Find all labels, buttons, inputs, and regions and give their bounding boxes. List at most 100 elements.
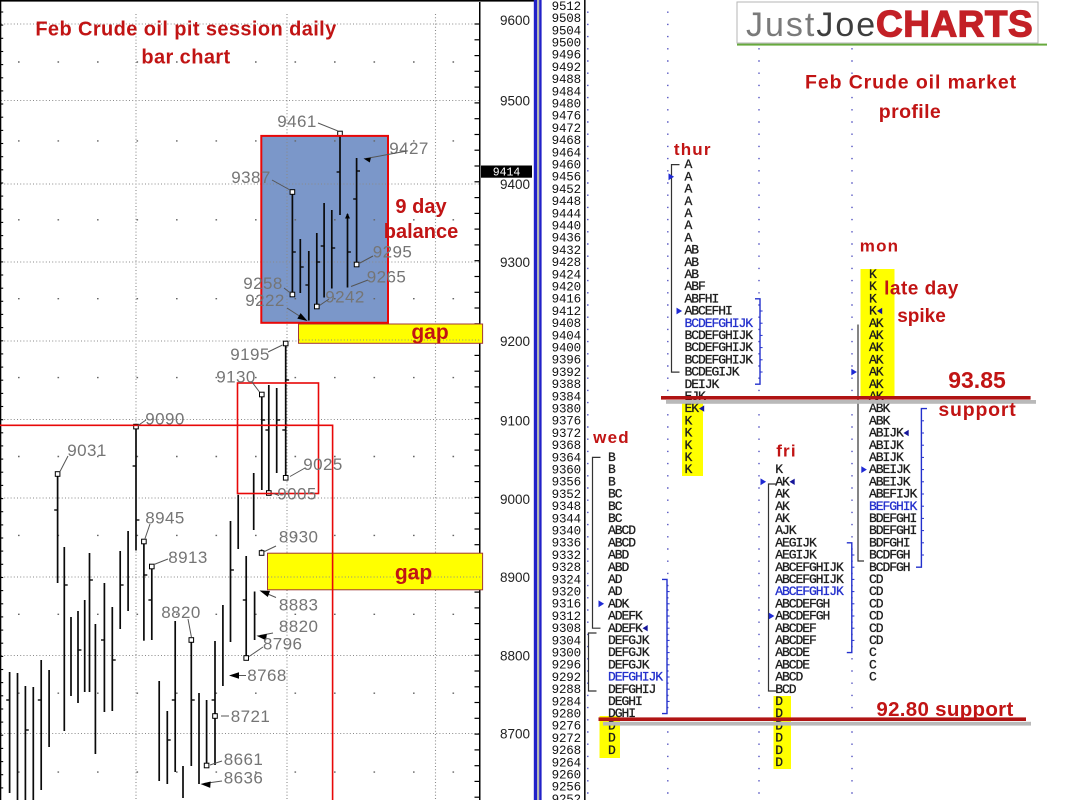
svg-text:9316: 9316 bbox=[552, 598, 581, 612]
svg-text:8800: 8800 bbox=[500, 649, 530, 664]
svg-text:9400: 9400 bbox=[552, 342, 581, 356]
svg-text:D: D bbox=[775, 731, 783, 746]
svg-text:ABCEFGHIJK: ABCEFGHIJK bbox=[775, 560, 844, 575]
svg-text:9412: 9412 bbox=[552, 305, 581, 319]
svg-text:C: C bbox=[869, 670, 877, 685]
svg-text:D: D bbox=[775, 694, 783, 709]
svg-text:C: C bbox=[869, 657, 877, 672]
svg-text:9195: 9195 bbox=[230, 345, 269, 364]
svg-text:AB: AB bbox=[685, 243, 700, 258]
svg-text:AK: AK bbox=[775, 474, 790, 489]
svg-text:CD: CD bbox=[869, 584, 884, 599]
svg-text:9304: 9304 bbox=[552, 634, 581, 648]
svg-text:9388: 9388 bbox=[552, 378, 581, 392]
svg-text:CD: CD bbox=[869, 633, 884, 648]
svg-text:9428: 9428 bbox=[552, 256, 581, 270]
svg-text:ABIJK: ABIJK bbox=[869, 450, 904, 465]
svg-text:9352: 9352 bbox=[552, 488, 581, 502]
svg-text:9031: 9031 bbox=[67, 441, 106, 460]
svg-text:BCDEGIJK: BCDEGIJK bbox=[685, 365, 740, 380]
svg-text:AD: AD bbox=[608, 584, 623, 599]
svg-text:ABD: ABD bbox=[608, 548, 630, 563]
svg-text:C: C bbox=[869, 645, 877, 660]
svg-text:ABEIJK: ABEIJK bbox=[869, 474, 911, 489]
svg-text:DEIJK: DEIJK bbox=[685, 377, 720, 392]
svg-text:DEFGJK: DEFGJK bbox=[608, 633, 650, 648]
svg-text:8930: 8930 bbox=[279, 528, 318, 547]
svg-text:BCDEFGHIJK: BCDEFGHIJK bbox=[685, 328, 754, 343]
svg-text:9452: 9452 bbox=[552, 183, 581, 197]
svg-text:BC: BC bbox=[608, 487, 623, 502]
svg-text:ABF: ABF bbox=[685, 279, 706, 294]
svg-text:9427: 9427 bbox=[389, 139, 428, 158]
svg-text:9424: 9424 bbox=[552, 268, 581, 282]
svg-text:K: K bbox=[685, 450, 693, 465]
svg-text:AJK: AJK bbox=[775, 523, 797, 538]
svg-text:ABCDEFGH: ABCDEFGH bbox=[775, 596, 829, 611]
svg-text:8661: 8661 bbox=[224, 750, 263, 769]
svg-text:ABCD: ABCD bbox=[608, 535, 636, 550]
svg-text:gap: gap bbox=[395, 562, 432, 585]
svg-text:profile: profile bbox=[879, 101, 941, 123]
svg-text:AK: AK bbox=[869, 377, 884, 392]
svg-text:9456: 9456 bbox=[552, 171, 581, 185]
svg-text:9416: 9416 bbox=[552, 293, 581, 307]
svg-text:9380: 9380 bbox=[552, 403, 581, 417]
svg-text:BDEFGHI: BDEFGHI bbox=[869, 511, 917, 526]
svg-text:8700: 8700 bbox=[500, 727, 530, 742]
svg-text:9396: 9396 bbox=[552, 354, 581, 368]
svg-text:A: A bbox=[685, 194, 693, 209]
svg-text:K: K bbox=[869, 279, 877, 294]
svg-text:K: K bbox=[685, 426, 693, 441]
svg-text:BCDEFGHIJK: BCDEFGHIJK bbox=[685, 340, 754, 355]
svg-text:Feb Crude oil pit session dail: Feb Crude oil pit session daily bbox=[35, 19, 337, 41]
svg-text:D: D bbox=[775, 755, 783, 770]
svg-text:9256: 9256 bbox=[552, 781, 581, 795]
svg-text:ADK: ADK bbox=[608, 596, 630, 611]
svg-text:K: K bbox=[685, 462, 693, 477]
svg-text:9472: 9472 bbox=[552, 122, 581, 136]
svg-text:D: D bbox=[608, 731, 616, 746]
svg-text:AD: AD bbox=[608, 572, 623, 587]
svg-text:8883: 8883 bbox=[279, 596, 318, 615]
svg-text:8945: 8945 bbox=[145, 509, 184, 528]
svg-text:AB: AB bbox=[685, 267, 700, 282]
svg-text:9476: 9476 bbox=[552, 110, 581, 124]
svg-text:9312: 9312 bbox=[552, 610, 581, 624]
svg-text:9242: 9242 bbox=[325, 288, 364, 307]
svg-text:9292: 9292 bbox=[552, 671, 581, 685]
svg-text:9295: 9295 bbox=[373, 243, 412, 262]
svg-text:BCDEFGHIJK: BCDEFGHIJK bbox=[685, 352, 754, 367]
svg-text:ABEFIJK: ABEFIJK bbox=[869, 487, 918, 502]
svg-text:AK: AK bbox=[869, 365, 884, 380]
svg-text:B: B bbox=[608, 462, 616, 477]
svg-text:ABIJK: ABIJK bbox=[869, 426, 904, 441]
svg-text:late day: late day bbox=[884, 279, 959, 300]
svg-text:CHARTS: CHARTS bbox=[876, 4, 1033, 45]
svg-text:AEGIJK: AEGIJK bbox=[775, 548, 817, 563]
svg-text:9504: 9504 bbox=[552, 24, 581, 38]
svg-text:92.80 support: 92.80 support bbox=[876, 698, 1013, 721]
svg-text:ABFHI: ABFHI bbox=[685, 291, 719, 306]
svg-text:D: D bbox=[608, 743, 616, 758]
svg-text:BCD: BCD bbox=[775, 682, 797, 697]
svg-text:9308: 9308 bbox=[552, 622, 581, 636]
svg-text:9130: 9130 bbox=[216, 368, 255, 387]
svg-text:AK: AK bbox=[869, 316, 884, 331]
svg-text:A: A bbox=[685, 182, 693, 197]
svg-text:ABCDE: ABCDE bbox=[775, 657, 810, 672]
svg-text:DEFGJK: DEFGJK bbox=[608, 657, 650, 672]
svg-text:9484: 9484 bbox=[552, 85, 581, 99]
svg-text:AK: AK bbox=[869, 352, 884, 367]
svg-text:9000: 9000 bbox=[500, 492, 530, 507]
svg-text:A: A bbox=[685, 218, 693, 233]
svg-text:AK: AK bbox=[869, 340, 884, 355]
svg-text:9496: 9496 bbox=[552, 49, 581, 63]
svg-text:ADEFK: ADEFK bbox=[608, 609, 643, 624]
svg-text:9252: 9252 bbox=[552, 793, 581, 800]
svg-text:ABCEFGHIJK: ABCEFGHIJK bbox=[775, 572, 844, 587]
svg-text:EK: EK bbox=[685, 401, 700, 416]
svg-text:9372: 9372 bbox=[552, 427, 581, 441]
svg-text:ABCDEF: ABCDEF bbox=[775, 621, 816, 636]
svg-text:9468: 9468 bbox=[552, 134, 581, 148]
